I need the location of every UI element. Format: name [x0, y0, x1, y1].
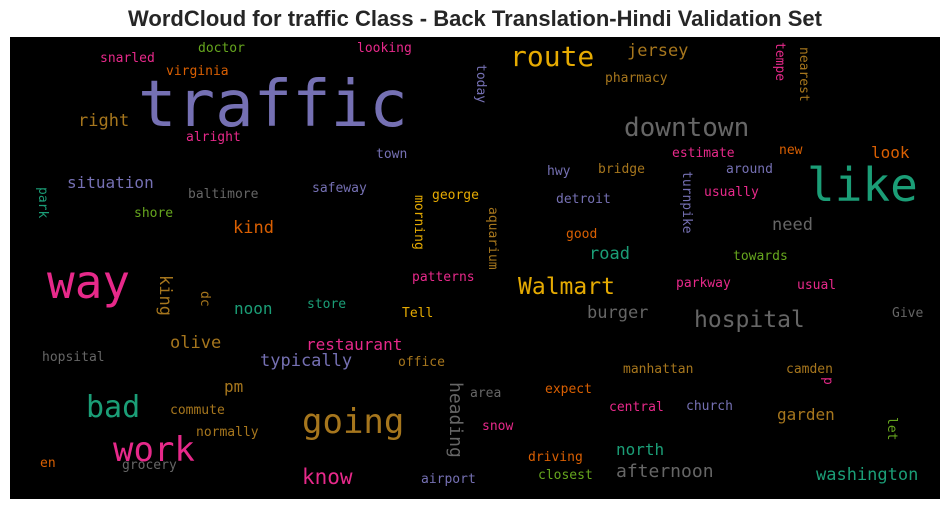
word-town: town [376, 147, 408, 162]
word-store: store [307, 297, 347, 312]
word-office: office [398, 355, 445, 370]
word-morning: morning [411, 195, 426, 250]
word-doctor: doctor [198, 41, 245, 56]
word-area: area [470, 386, 502, 401]
word-airport: airport [421, 472, 476, 487]
word-today: today [473, 64, 488, 104]
word-closest: closest [538, 468, 593, 483]
word-en: en [40, 456, 56, 471]
word-burger: burger [587, 303, 649, 323]
word-camden: camden [786, 362, 833, 377]
word-aquarium: aquarium [485, 207, 500, 270]
word-virginia: virginia [166, 64, 229, 79]
word-afternoon: afternoon [616, 461, 714, 482]
word-traffic: traffic [138, 68, 408, 142]
word-safeway: safeway [312, 181, 367, 196]
word-usually: usually [704, 185, 759, 200]
word-route: route [510, 40, 595, 73]
word-commute: commute [170, 403, 225, 418]
word-work: work [113, 430, 195, 470]
word-alright: alright [186, 130, 241, 145]
word-expect: expect [545, 382, 592, 397]
word-hwy: hwy [547, 164, 571, 179]
word-dc: dc [197, 291, 212, 307]
word-right: right [78, 111, 130, 131]
word-patterns: patterns [412, 270, 475, 285]
word-going: going [302, 402, 405, 442]
word-new: new [779, 143, 803, 158]
word-washington: washington [816, 465, 919, 485]
word-know: know [302, 465, 353, 489]
word-road: road [589, 244, 630, 264]
word-looking: looking [357, 41, 412, 56]
word-downtown: downtown [624, 113, 750, 143]
word-manhattan: manhattan [623, 362, 694, 377]
word-noon: noon [234, 299, 273, 318]
word-typically: typically [260, 351, 353, 371]
word-tell: Tell [402, 306, 434, 321]
word-garden: garden [777, 405, 835, 424]
word-north: north [616, 440, 665, 459]
word-bridge: bridge [598, 162, 645, 177]
word-situation: situation [67, 173, 154, 192]
word-restaurant: restaurant [306, 335, 403, 354]
word-around: around [726, 162, 773, 177]
word-tempe: tempe [772, 42, 787, 82]
word-kind: kind [233, 218, 274, 238]
word-jersey: jersey [627, 41, 689, 61]
word-look: look [871, 143, 910, 162]
word-bad: bad [86, 390, 141, 425]
word-hospital: hospital [694, 307, 805, 333]
word-central: central [609, 400, 664, 415]
word-snarled: snarled [100, 51, 155, 66]
word-baltimore: baltimore [188, 187, 259, 202]
word-estimate: estimate [672, 146, 735, 161]
wordcloud-canvas: traffic like way going work route downtown Walm… [10, 37, 940, 499]
word-give: Give [892, 306, 924, 321]
word-usual: usual [797, 278, 837, 293]
word-turnpike: turnpike [679, 171, 694, 234]
word-shore: shore [134, 206, 174, 221]
word-normally: normally [196, 425, 259, 440]
word-olive: olive [170, 333, 222, 353]
word-like: like [807, 158, 918, 212]
word-king: king [155, 275, 175, 316]
word-george: george [432, 188, 479, 203]
word-heading: heading [445, 382, 466, 458]
word-pharmacy: pharmacy [605, 71, 668, 86]
word-pm: pm [224, 377, 244, 396]
word-need: need [772, 215, 813, 235]
word-let: let [884, 417, 899, 441]
word-p: p [820, 377, 835, 385]
word-nearest: nearest [796, 47, 811, 102]
word-driving: driving [528, 450, 583, 465]
word-snow: snow [482, 419, 514, 434]
word-good: good [566, 227, 598, 242]
word-park: park [35, 187, 50, 219]
word-hopsital: hopsital [42, 350, 105, 365]
word-way: way [47, 255, 131, 309]
word-parkway: parkway [676, 276, 731, 291]
word-church: church [686, 399, 733, 414]
chart-title: WordCloud for traffic Class - Back Trans… [128, 6, 822, 31]
word-grocery: grocery [122, 458, 177, 473]
word-detroit: detroit [556, 192, 611, 207]
word-walmart: Walmart [518, 274, 615, 300]
word-towards: towards [733, 249, 788, 264]
